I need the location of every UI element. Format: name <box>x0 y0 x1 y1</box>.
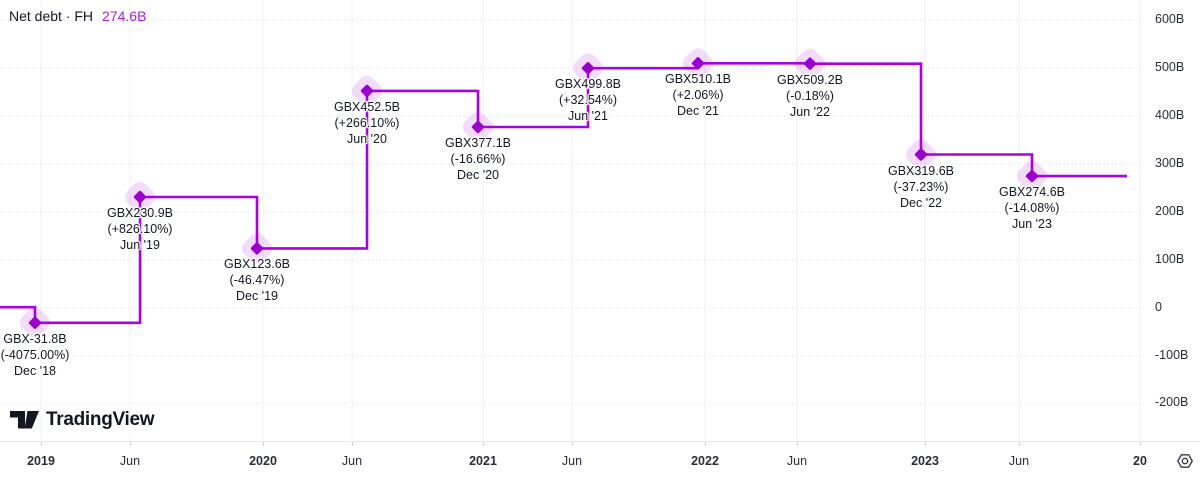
x-axis-tick <box>705 442 706 446</box>
data-point-marker[interactable] <box>360 84 374 98</box>
tradingview-logo[interactable]: TradingView <box>10 409 155 431</box>
y-axis-label: 600B <box>1155 12 1185 27</box>
x-axis-label: Jun <box>1008 454 1030 468</box>
x-axis-label: 2019 <box>27 454 55 468</box>
data-point-marker[interactable] <box>250 242 264 256</box>
x-axis-tick <box>263 442 264 446</box>
y-axis-label: 200B <box>1155 203 1185 218</box>
x-axis-tick <box>352 442 353 446</box>
x-axis-label: 2020 <box>249 454 277 468</box>
data-point-marker[interactable] <box>471 120 485 134</box>
x-axis-label: Jun <box>341 454 363 468</box>
price-axis[interactable]: 600B 500B 400B 300B 200B 100B 0 -100B -200B <box>1148 0 1200 441</box>
data-point-marker[interactable] <box>581 61 595 75</box>
data-point-marker[interactable] <box>133 190 147 204</box>
x-axis-label: 20 <box>1133 454 1147 468</box>
x-axis-tick <box>797 442 798 446</box>
step-line-series <box>0 62 1127 325</box>
x-axis-label: Jun <box>561 454 583 468</box>
y-axis-label: 0 <box>1155 299 1162 314</box>
x-axis-tick <box>1019 442 1020 446</box>
data-point-marker[interactable] <box>691 56 705 70</box>
x-axis-label: 2021 <box>469 454 497 468</box>
series-legend[interactable]: Net debt · FH 274.6B <box>9 8 146 24</box>
series-value: 274.6B <box>102 8 147 24</box>
y-axis-label: -200B <box>1155 395 1189 410</box>
data-point-marker[interactable] <box>28 316 42 330</box>
y-axis-label: -100B <box>1155 347 1189 362</box>
x-axis-tick <box>572 442 573 446</box>
x-axis-tick <box>925 442 926 446</box>
x-axis-label: Jun <box>119 454 141 468</box>
tradingview-logo-text: TradingView <box>46 409 155 430</box>
x-axis-label: 2023 <box>911 454 939 468</box>
y-axis-label: 300B <box>1155 155 1185 170</box>
data-point-marker[interactable] <box>914 148 928 162</box>
data-point-marker[interactable] <box>1025 169 1039 183</box>
time-axis[interactable]: 2019 Jun 2020 Jun 2021 Jun 2022 Jun 2023 Jun 20 <box>0 441 1200 477</box>
x-axis-tick <box>1140 442 1141 446</box>
series-title[interactable]: Net debt · FH <box>9 8 94 24</box>
x-axis-tick <box>130 442 131 446</box>
data-point-marker[interactable] <box>803 57 817 71</box>
x-axis-label: 2022 <box>691 454 719 468</box>
y-axis-label: 100B <box>1155 251 1185 266</box>
y-axis-label: 500B <box>1155 60 1185 75</box>
y-axis-label: 400B <box>1155 108 1185 122</box>
x-axis-tick <box>483 442 484 446</box>
tradingview-logo-icon <box>10 411 39 429</box>
x-axis-label: Jun <box>786 454 808 468</box>
gear-icon[interactable] <box>1176 452 1194 475</box>
x-axis-tick <box>41 442 42 446</box>
